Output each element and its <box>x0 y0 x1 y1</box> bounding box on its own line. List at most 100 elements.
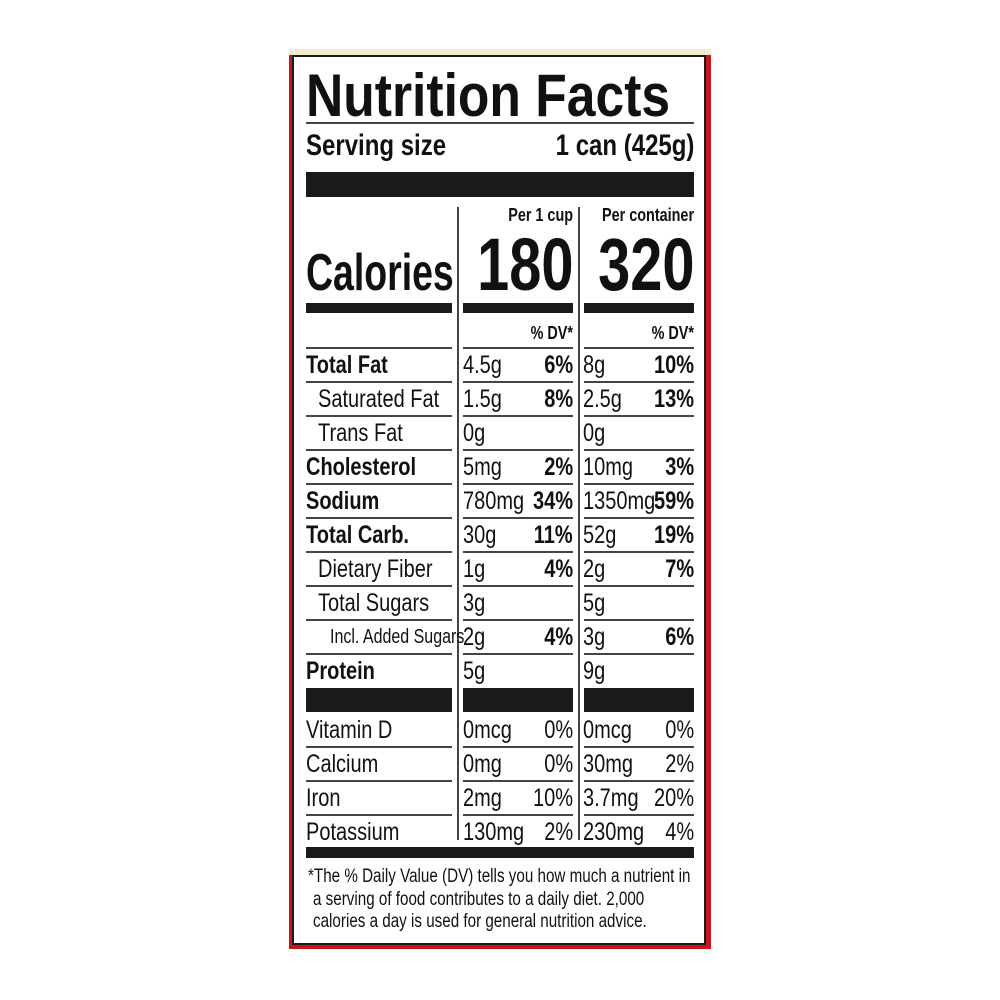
amount-per-container: 3.7mg <box>583 781 652 815</box>
calories-label-text: Calories <box>306 244 454 302</box>
nutrient-name: Potassium <box>306 815 423 849</box>
calories-label: Calories <box>306 244 511 302</box>
dv-text: 11% <box>534 521 573 549</box>
dv-text: 4% <box>665 818 694 846</box>
row-divider <box>584 449 694 451</box>
dv-per-cup: 2% <box>537 450 573 484</box>
amount-per-container: 9g <box>583 654 611 688</box>
thick-bar <box>306 847 694 858</box>
row-divider <box>306 347 452 349</box>
label-title: Nutrition Facts <box>306 66 729 126</box>
amount-per-container: 2g <box>583 552 611 586</box>
nutrient-name-text: Iron <box>306 784 341 812</box>
amount-per-cup: 2mg <box>463 781 512 815</box>
amount-per-container: 10mg <box>583 450 646 484</box>
nutrient-name: Sodium <box>306 484 398 518</box>
dv-per-container: 0% <box>658 713 694 747</box>
dv-per-cup: 6% <box>537 348 573 382</box>
amount-per-container: 0g <box>583 416 611 450</box>
amount-text: 780mg <box>463 487 525 515</box>
dv-header-text: % DV* <box>651 323 694 343</box>
amount-per-cup: 1.5g <box>463 382 512 416</box>
dv-per-container: 59% <box>644 484 694 518</box>
amount-per-container: 52g <box>583 518 625 552</box>
row-divider <box>584 381 694 383</box>
amount-text: 4.5g <box>463 351 502 379</box>
dv-text: 6% <box>665 623 694 651</box>
row-divider <box>584 746 694 748</box>
thick-bar <box>584 688 694 712</box>
amount-text: 2mg <box>463 784 502 812</box>
amount-per-container: 8g <box>583 348 611 382</box>
nutrient-name: Total Fat <box>306 348 408 382</box>
amount-per-cup: 0mcg <box>463 713 524 747</box>
dv-per-container: 4% <box>658 815 694 849</box>
nutrient-name: Calcium <box>306 747 396 781</box>
dv-per-cup: 34% <box>523 484 573 518</box>
row-divider <box>584 780 694 782</box>
amount-per-cup: 780mg <box>463 484 539 518</box>
thick-bar <box>306 303 452 313</box>
amount-per-container: 3g <box>583 620 611 654</box>
calories-per-cup-text: 180 <box>476 223 573 306</box>
dv-text: 6% <box>544 351 573 379</box>
nutrition-facts-panel <box>292 55 706 945</box>
dv-text: 3% <box>665 453 694 481</box>
dv-text: 13% <box>653 385 694 413</box>
row-divider <box>306 814 452 816</box>
nutrient-name: Incl. Added Sugars <box>330 620 498 654</box>
row-divider <box>463 347 573 349</box>
nutrient-name-text: Sodium <box>306 487 380 515</box>
package-top-strip <box>289 49 711 55</box>
nutrient-name-text: Total Sugars <box>318 589 430 617</box>
row-divider <box>463 780 573 782</box>
row-divider <box>306 483 452 485</box>
dv-per-cup: 4% <box>537 552 573 586</box>
row-divider <box>584 814 694 816</box>
thick-bar <box>584 303 694 313</box>
dv-per-container: 2% <box>658 747 694 781</box>
row-divider <box>584 653 694 655</box>
row-divider <box>306 619 452 621</box>
row-divider <box>306 780 452 782</box>
row-divider <box>584 619 694 621</box>
nutrient-name-text: Protein <box>306 657 375 685</box>
nutrient-name: Protein <box>306 654 392 688</box>
row-divider <box>306 449 452 451</box>
row-divider <box>463 415 573 417</box>
amount-text: 10mg <box>583 453 634 481</box>
row-divider <box>463 653 573 655</box>
amount-per-cup: 4.5g <box>463 348 512 382</box>
per-cup-label: Per 1 cup <box>492 204 573 226</box>
row-divider <box>306 746 452 748</box>
row-divider <box>463 381 573 383</box>
dv-text: 10% <box>532 784 573 812</box>
amount-per-container: 30mg <box>583 747 646 781</box>
column-divider <box>578 207 580 840</box>
nutrient-name: Cholesterol <box>306 450 444 484</box>
dv-per-cup: 11% <box>524 518 573 552</box>
serving-size-label: Serving size <box>306 130 481 162</box>
nutrient-name-text: Trans Fat <box>318 419 403 447</box>
row-divider <box>306 517 452 519</box>
nutrient-name: Total Carb. <box>306 518 435 552</box>
dv-text: 4% <box>544 555 573 583</box>
amount-text: 0mg <box>463 750 502 778</box>
dv-text: 8% <box>544 385 573 413</box>
nutrient-name: Vitamin D <box>306 713 414 747</box>
dv-text: 59% <box>653 487 694 515</box>
serving-size-value-text: 1 can (425g) <box>555 129 694 162</box>
row-divider <box>584 551 694 553</box>
amount-per-container: 2.5g <box>583 382 632 416</box>
calories-per-cup: 180 <box>450 228 573 302</box>
nutrient-name-text: Vitamin D <box>306 716 393 744</box>
dv-header-text: % DV* <box>530 323 573 343</box>
amount-per-cup: 130mg <box>463 815 539 849</box>
per-container-label-text: Per container <box>601 205 694 225</box>
dv-per-container: 10% <box>644 348 694 382</box>
dv-per-container: 13% <box>644 382 694 416</box>
nutrient-name-text: Total Carb. <box>306 521 409 549</box>
row-divider <box>463 619 573 621</box>
row-divider <box>584 585 694 587</box>
row-divider <box>584 415 694 417</box>
